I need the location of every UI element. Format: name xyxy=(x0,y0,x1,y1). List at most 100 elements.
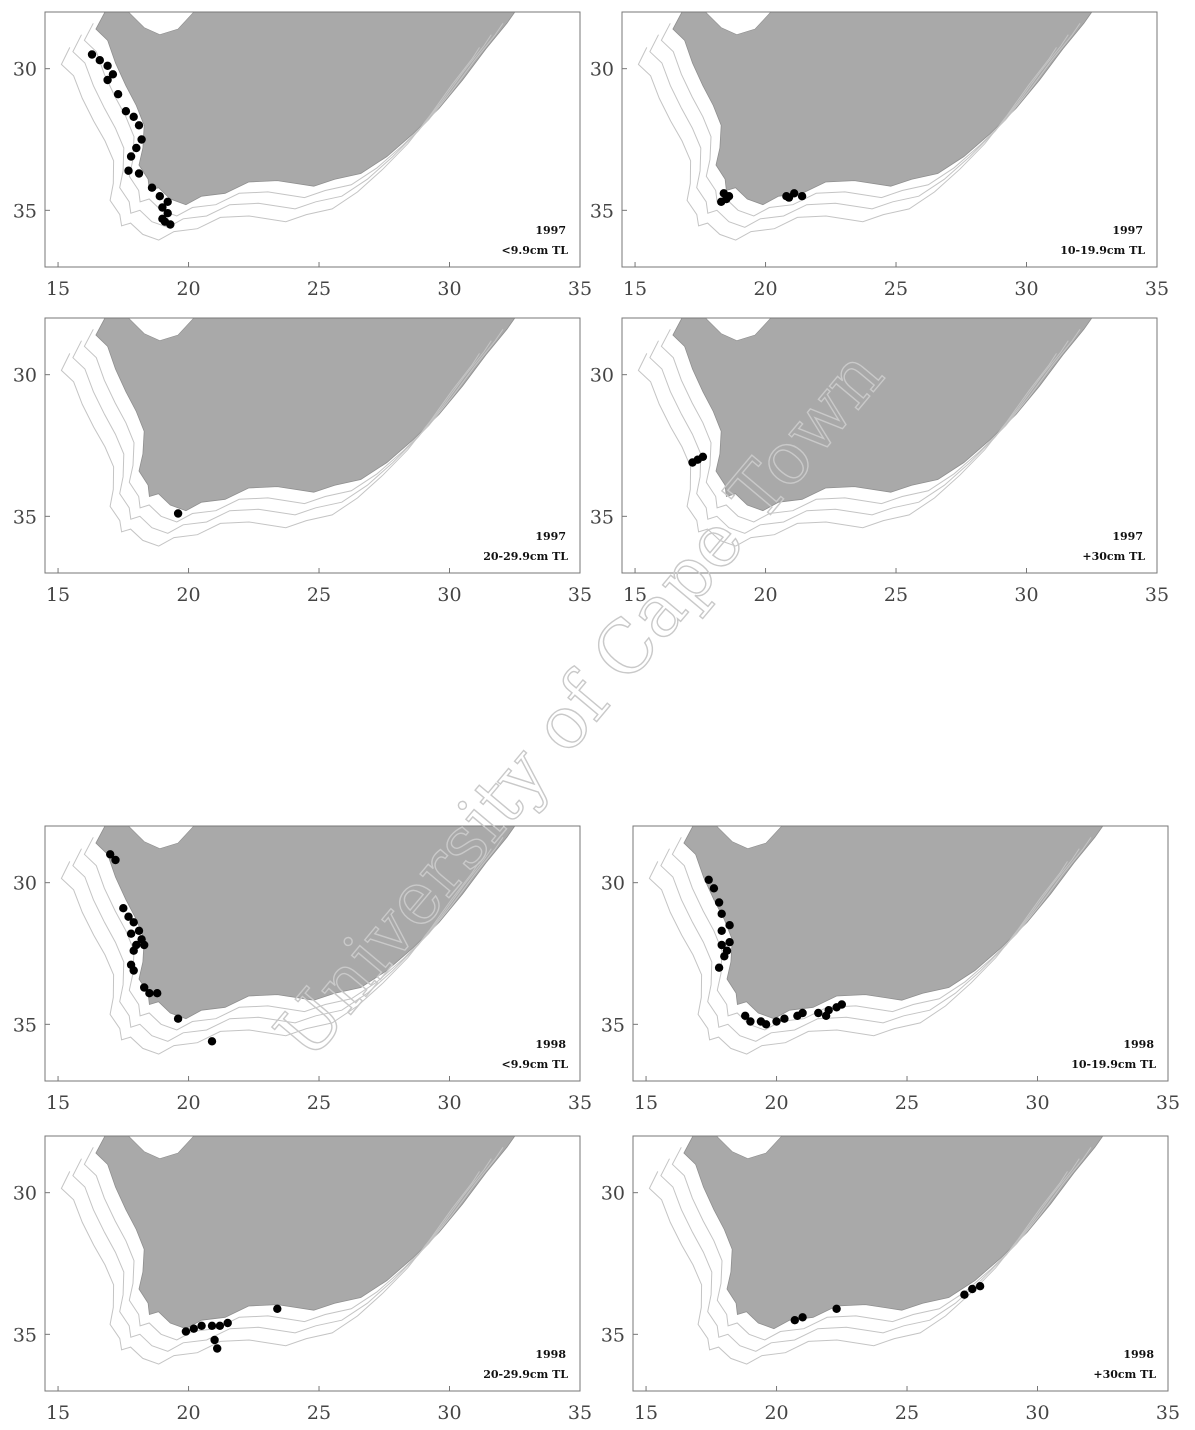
y-tick-label: 30 xyxy=(13,365,37,387)
map-panel-p1997-a: 15 20 25 30 35 30 35 1997 <9.9cm TL xyxy=(13,11,592,300)
x-tick-label: 25 xyxy=(307,584,331,606)
x-tick-label: 25 xyxy=(307,1092,331,1114)
map-body xyxy=(45,12,580,267)
survey-point xyxy=(189,1324,198,1333)
panel-size-class: 10-19.9cm TL xyxy=(1071,1058,1156,1071)
x-tick-label: 30 xyxy=(437,1402,461,1424)
map-body xyxy=(622,12,1157,267)
map-panel-p1998-c: 15 20 25 30 35 30 35 1998 20-29.9cm TL xyxy=(13,1135,592,1424)
survey-point xyxy=(173,1014,183,1023)
x-tick-label: 20 xyxy=(764,1402,788,1424)
y-tick-label: 30 xyxy=(590,365,614,387)
x-tick-label: 15 xyxy=(623,584,647,606)
survey-point xyxy=(140,983,149,992)
x-tick-label: 25 xyxy=(895,1092,919,1114)
map-panel-p1997-b: 15 20 25 30 35 30 35 1997 10-19.9cm TL xyxy=(590,11,1169,300)
survey-point xyxy=(720,952,729,961)
survey-point xyxy=(814,1008,823,1018)
y-tick-label: 35 xyxy=(601,1014,625,1036)
survey-point xyxy=(126,152,136,161)
x-tick-label: 30 xyxy=(437,278,461,300)
x-tick-label: 30 xyxy=(1014,584,1038,606)
survey-point xyxy=(129,966,138,975)
panel-year: 1998 xyxy=(1123,1038,1154,1051)
x-tick-label: 25 xyxy=(884,584,908,606)
depth-contour-0 xyxy=(660,23,1081,217)
map-body xyxy=(622,318,1157,573)
map-panels: 15 20 25 30 35 30 35 1997 <9.9cm TL 15 20 25 30 35 30 3… xyxy=(13,11,1180,1424)
panel-size-class: <9.9cm TL xyxy=(502,244,569,257)
x-tick-label: 30 xyxy=(437,584,461,606)
survey-point xyxy=(968,1284,977,1294)
x-tick-label: 15 xyxy=(46,1092,70,1114)
depth-contour-1 xyxy=(72,1158,492,1352)
panel-frame xyxy=(632,825,1169,1082)
depth-contour-1 xyxy=(649,34,1069,228)
x-tick-label: 35 xyxy=(568,584,592,606)
map-body xyxy=(45,826,580,1081)
panel-year: 1997 xyxy=(1112,224,1143,237)
x-tick-label: 25 xyxy=(895,1402,919,1424)
x-tick-label: 15 xyxy=(46,584,70,606)
map-panel-p1997-c: 15 20 25 30 35 30 35 1997 20-29.9cm TL xyxy=(13,317,592,606)
survey-point xyxy=(181,1327,191,1336)
survey-point xyxy=(210,1335,219,1345)
map-panel-p1997-d: 15 20 25 30 35 30 35 1997 +30cm TL xyxy=(590,317,1169,606)
survey-point xyxy=(709,884,719,893)
landmass xyxy=(95,318,580,512)
map-panel-p1998-d: 15 20 25 30 35 30 35 1998 +30cm TL xyxy=(601,1135,1180,1424)
survey-point xyxy=(134,926,144,935)
x-tick-label: 25 xyxy=(307,1402,331,1424)
survey-point xyxy=(717,926,726,935)
depth-contour-0 xyxy=(671,837,1092,1031)
landmass xyxy=(95,1136,580,1330)
x-tick-label: 30 xyxy=(1025,1092,1049,1114)
y-tick-label: 30 xyxy=(601,873,625,895)
panel-year: 1997 xyxy=(1112,530,1143,543)
panel-frame xyxy=(621,11,1158,268)
depth-contour-2 xyxy=(637,47,1057,241)
panel-size-class: <9.9cm TL xyxy=(502,1058,569,1071)
landmass xyxy=(672,318,1157,512)
survey-point xyxy=(119,904,128,913)
depth-contour-0 xyxy=(660,329,1081,523)
depth-contour-1 xyxy=(660,1158,1080,1352)
panel-frame xyxy=(632,1135,1169,1392)
survey-point xyxy=(215,1321,225,1330)
panel-frame xyxy=(44,317,581,574)
survey-point xyxy=(140,940,149,950)
depth-contour-0 xyxy=(671,1147,1092,1341)
survey-point xyxy=(832,1304,841,1313)
survey-point xyxy=(784,193,794,202)
x-tick-label: 35 xyxy=(568,1092,592,1114)
survey-point xyxy=(746,1017,755,1026)
survey-point xyxy=(129,946,138,955)
survey-point xyxy=(798,1008,807,1018)
panel-frame xyxy=(44,11,581,268)
y-tick-label: 35 xyxy=(13,1324,37,1346)
landmass xyxy=(672,12,1157,206)
survey-point xyxy=(87,50,97,59)
y-tick-label: 35 xyxy=(13,200,37,222)
survey-point xyxy=(717,909,726,918)
survey-point xyxy=(106,850,115,859)
x-tick-label: 20 xyxy=(176,278,200,300)
x-tick-label: 35 xyxy=(1145,584,1169,606)
survey-point xyxy=(163,209,172,218)
survey-point xyxy=(134,169,144,178)
survey-point xyxy=(124,912,133,921)
panel-frame xyxy=(621,317,1158,574)
survey-point xyxy=(134,121,144,130)
y-tick-label: 30 xyxy=(13,1183,37,1205)
depth-contour-2 xyxy=(60,1171,480,1365)
x-tick-label: 35 xyxy=(568,278,592,300)
survey-point xyxy=(717,940,726,950)
x-tick-label: 20 xyxy=(176,584,200,606)
survey-point xyxy=(714,963,724,972)
survey-point xyxy=(153,989,162,998)
survey-point xyxy=(137,135,146,144)
survey-point xyxy=(158,203,167,212)
survey-point xyxy=(145,989,154,998)
x-tick-label: 15 xyxy=(46,1402,70,1424)
depth-contour-2 xyxy=(637,353,1057,547)
